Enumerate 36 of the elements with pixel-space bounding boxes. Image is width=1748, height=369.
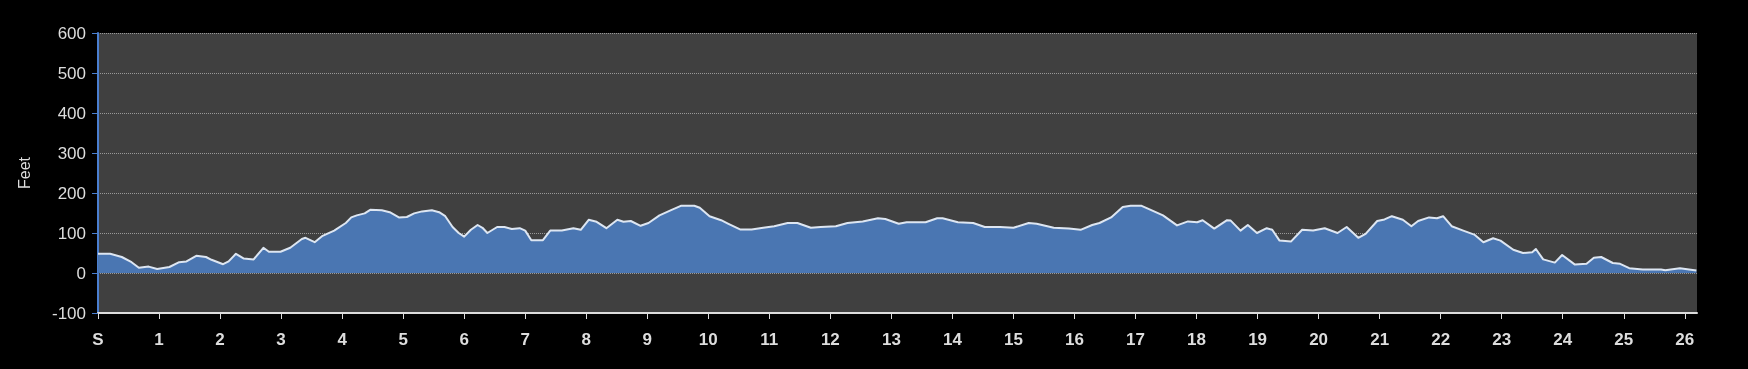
x-tick-label: 24 <box>1553 330 1573 349</box>
x-tick-label: 7 <box>520 330 530 349</box>
y-tick-label: -100 <box>51 303 86 323</box>
y-tick-label: 500 <box>57 63 86 83</box>
x-tick-label: 18 <box>1187 330 1207 349</box>
x-tick-label: 20 <box>1309 330 1329 349</box>
x-tick-label: 6 <box>459 330 469 349</box>
x-tick-label: 4 <box>337 330 348 349</box>
x-tick-label: 19 <box>1248 330 1268 349</box>
x-tick-label: 26 <box>1675 330 1695 349</box>
x-tick-label: 25 <box>1614 330 1634 349</box>
y-tick-label: 400 <box>57 103 86 123</box>
y-tick-label: 0 <box>76 263 86 283</box>
y-tick-label: 100 <box>57 223 86 243</box>
x-tick-label: 21 <box>1370 330 1390 349</box>
y-tick-label: 300 <box>57 143 86 163</box>
y-tick-label: 600 <box>57 23 86 43</box>
x-tick-label: 10 <box>698 330 718 349</box>
x-tick-label: 3 <box>276 330 286 349</box>
x-tick-label: 9 <box>642 330 653 349</box>
x-tick-label: 12 <box>820 330 840 349</box>
x-tick-label: 11 <box>760 330 779 349</box>
x-tick-label: 13 <box>881 330 901 349</box>
x-tick-label: 2 <box>215 330 225 349</box>
x-tick-label: S <box>92 330 104 349</box>
x-tick-label: 15 <box>1004 330 1023 349</box>
x-tick-label: 1 <box>154 330 164 349</box>
y-axis-title: Feet <box>15 156 33 190</box>
x-tick-label: 5 <box>398 330 408 349</box>
x-tick-label: 14 <box>942 330 963 349</box>
x-tick-label: 16 <box>1065 330 1084 349</box>
x-tick-label: 22 <box>1431 330 1451 349</box>
x-tick-label: 17 <box>1126 330 1145 349</box>
x-tick-label: 23 <box>1492 330 1512 349</box>
x-tick-label: 8 <box>581 330 591 349</box>
y-tick-label: 200 <box>57 183 86 203</box>
